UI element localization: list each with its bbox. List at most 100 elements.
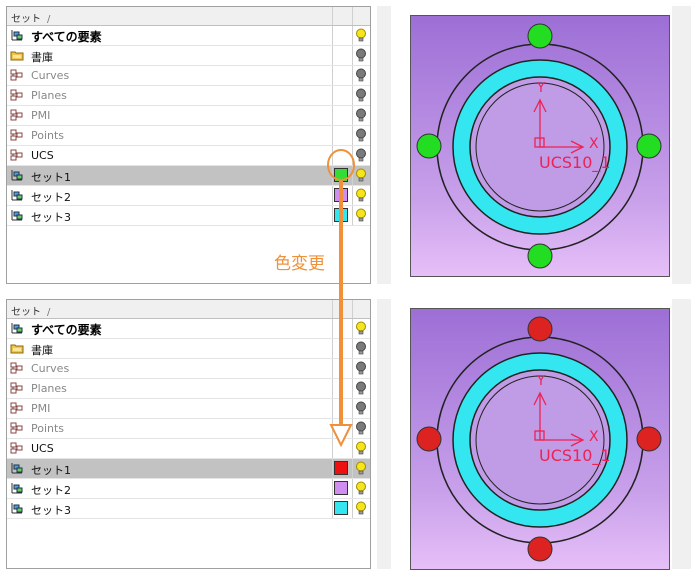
- viewport-before[interactable]: Y X UCS10_1: [410, 15, 670, 277]
- layer-list-panel-after: セット / すべての要素 書庫 Curves Planes PMI Points UCS セット…: [6, 299, 371, 569]
- layer-row-label: セット1: [31, 171, 71, 184]
- layer-row-label: セット1: [31, 464, 71, 477]
- color-swatch[interactable]: [334, 188, 348, 202]
- layer-row-label: Points: [31, 129, 65, 142]
- axis-y-label: Y: [536, 374, 545, 389]
- layer-row-label: Curves: [31, 69, 70, 82]
- visibility-bulb-on-icon[interactable]: [355, 441, 367, 456]
- model-drawing: Y X UCS10_1: [416, 23, 662, 269]
- layer-row[interactable]: 書庫: [7, 339, 370, 359]
- layer-row-label: PMI: [31, 109, 51, 122]
- sort-indicator: /: [47, 14, 51, 25]
- set-icon: [10, 29, 24, 42]
- layer-row-label: Curves: [31, 362, 70, 375]
- layer-row[interactable]: セット3: [7, 206, 370, 226]
- column-header[interactable]: セット /: [7, 7, 370, 26]
- visibility-bulb-off-icon[interactable]: [355, 401, 367, 416]
- color-swatch[interactable]: [334, 461, 348, 475]
- axis-x-label: X: [589, 429, 599, 445]
- axis-y-label: Y: [536, 81, 545, 96]
- visibility-bulb-off-icon[interactable]: [355, 421, 367, 436]
- visibility-bulb-off-icon[interactable]: [355, 381, 367, 396]
- sort-indicator: /: [47, 307, 51, 318]
- viewport-after[interactable]: Y X UCS10_1: [410, 308, 670, 570]
- splitter[interactable]: [377, 299, 391, 569]
- layer-row[interactable]: すべての要素: [7, 319, 370, 339]
- visibility-bulb-on-icon[interactable]: [355, 321, 367, 336]
- layer-row-label: PMI: [31, 402, 51, 415]
- visibility-bulb-on-icon[interactable]: [355, 461, 367, 476]
- ucs-axes: [533, 98, 585, 154]
- column-header-label: セット: [11, 14, 41, 25]
- color-swatch[interactable]: [334, 481, 348, 495]
- layer-row-label: すべての要素: [31, 30, 102, 44]
- layer-row[interactable]: セット2: [7, 479, 370, 499]
- column-header-label: セット: [11, 307, 41, 318]
- layer-row-label: Planes: [31, 382, 67, 395]
- folder-icon: [10, 49, 24, 62]
- visibility-bulb-on-icon[interactable]: [355, 481, 367, 496]
- ucs-axes: [533, 391, 585, 447]
- layer-row[interactable]: Planes: [7, 379, 370, 399]
- ucs-label: UCS10_1: [539, 446, 611, 466]
- layer-icon: [10, 442, 24, 455]
- layer-row[interactable]: セット3: [7, 499, 370, 519]
- layer-icon: [10, 69, 24, 82]
- model-drawing: Y X UCS10_1: [416, 316, 662, 562]
- layer-row[interactable]: UCS: [7, 439, 370, 459]
- layer-row[interactable]: セット2: [7, 186, 370, 206]
- layer-row-label: セット3: [31, 211, 71, 224]
- visibility-bulb-on-icon[interactable]: [355, 501, 367, 516]
- layer-row[interactable]: Points: [7, 419, 370, 439]
- visibility-bulb-off-icon[interactable]: [355, 128, 367, 143]
- layer-row[interactable]: セット1: [7, 166, 370, 186]
- layer-row[interactable]: 書庫: [7, 46, 370, 66]
- visibility-bulb-on-icon[interactable]: [355, 168, 367, 183]
- visibility-bulb-off-icon[interactable]: [355, 341, 367, 356]
- color-swatch[interactable]: [334, 208, 348, 222]
- layer-row-label: セット2: [31, 191, 71, 204]
- layer-row[interactable]: Curves: [7, 359, 370, 379]
- set-icon: [10, 462, 24, 475]
- layer-row-label: Planes: [31, 89, 67, 102]
- layer-icon: [10, 402, 24, 415]
- set-icon: [10, 502, 24, 515]
- visibility-bulb-on-icon[interactable]: [355, 28, 367, 43]
- layer-row[interactable]: Curves: [7, 66, 370, 86]
- color-swatch[interactable]: [334, 168, 348, 182]
- layer-row[interactable]: PMI: [7, 399, 370, 419]
- color-swatch[interactable]: [334, 501, 348, 515]
- layer-row-label: Points: [31, 422, 65, 435]
- layer-row-label: 書庫: [31, 51, 53, 64]
- axis-x-label: X: [589, 136, 599, 152]
- layer-icon: [10, 89, 24, 102]
- layer-row-label: セット3: [31, 504, 71, 517]
- layer-icon: [10, 129, 24, 142]
- layer-rows: すべての要素 書庫 Curves Planes PMI Points UCS セット1 セット2…: [7, 26, 370, 226]
- splitter[interactable]: [377, 6, 391, 284]
- layer-row[interactable]: Points: [7, 126, 370, 146]
- visibility-bulb-off-icon[interactable]: [355, 88, 367, 103]
- visibility-bulb-off-icon[interactable]: [355, 108, 367, 123]
- layer-row-label: UCS: [31, 149, 54, 162]
- ucs-label: UCS10_1: [539, 153, 611, 173]
- visibility-bulb-on-icon[interactable]: [355, 188, 367, 203]
- visibility-bulb-off-icon[interactable]: [355, 68, 367, 83]
- visibility-bulb-off-icon[interactable]: [355, 48, 367, 63]
- layer-row[interactable]: PMI: [7, 106, 370, 126]
- set-icon: [10, 209, 24, 222]
- layer-row[interactable]: セット1: [7, 459, 370, 479]
- layer-icon: [10, 422, 24, 435]
- visibility-bulb-off-icon[interactable]: [355, 148, 367, 163]
- set-icon: [10, 169, 24, 182]
- visibility-bulb-on-icon[interactable]: [355, 208, 367, 223]
- layer-row-label: UCS: [31, 442, 54, 455]
- layer-row[interactable]: Planes: [7, 86, 370, 106]
- layer-row[interactable]: UCS: [7, 146, 370, 166]
- set-icon: [10, 482, 24, 495]
- folder-icon: [10, 342, 24, 355]
- column-header[interactable]: セット /: [7, 300, 370, 319]
- layer-rows: すべての要素 書庫 Curves Planes PMI Points UCS セット1 セット2…: [7, 319, 370, 519]
- layer-row[interactable]: すべての要素: [7, 26, 370, 46]
- visibility-bulb-off-icon[interactable]: [355, 361, 367, 376]
